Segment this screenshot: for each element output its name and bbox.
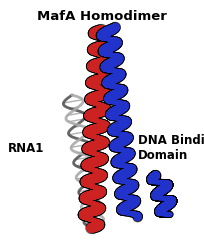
Text: MafA Homodimer: MafA Homodimer <box>37 10 167 23</box>
Text: RNA1: RNA1 <box>8 142 44 154</box>
Text: DNA Binding
Domain: DNA Binding Domain <box>138 134 204 162</box>
